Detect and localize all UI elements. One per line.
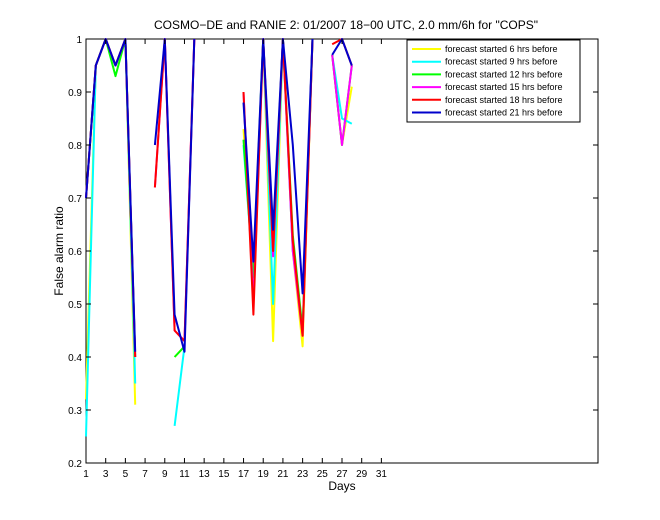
x-tick-label: 31	[376, 469, 388, 480]
y-tick-label: 0.8	[68, 141, 82, 152]
x-tick-label: 29	[356, 469, 368, 480]
series-layer	[85, 38, 353, 437]
y-axis-label: False alarm ratio	[52, 206, 66, 296]
x-axis-ticks: 1 3 5 7 9 11 13 15 17 19 21 23 25 27 29 31	[83, 39, 387, 480]
y-tick-label: 0.9	[68, 88, 82, 99]
x-tick-label: 3	[103, 469, 109, 480]
y-axis-ticks: 0.2 0.3 0.4 0.5 0.6 0.7 0.8 0.9 1	[68, 35, 598, 470]
x-tick-label: 19	[258, 469, 270, 480]
legend-label-4: forecast started 15 hrs before	[445, 82, 563, 92]
x-tick-label: 1	[83, 469, 89, 480]
y-tick-label: 0.4	[68, 353, 82, 364]
series-line-3	[85, 38, 353, 358]
y-tick-label: 1	[76, 35, 82, 46]
y-tick-label: 0.2	[68, 459, 82, 470]
legend-label-3: forecast started 12 hrs before	[445, 69, 563, 79]
legend-label-1: forecast started 6 hrs before	[445, 44, 558, 54]
x-tick-label: 7	[142, 469, 148, 480]
chart-title: COSMO−DE and RANIE 2: 01/2007 18−00 UTC,…	[154, 18, 538, 32]
x-tick-label: 15	[218, 469, 230, 480]
y-tick-label: 0.5	[68, 300, 82, 311]
y-tick-label: 0.7	[68, 194, 82, 205]
legend: forecast started 6 hrs before forecast st…	[406, 39, 581, 123]
series-line-6	[85, 38, 353, 353]
x-tick-label: 25	[317, 469, 329, 480]
legend-label-5: forecast started 18 hrs before	[445, 95, 563, 105]
x-tick-label: 27	[336, 469, 348, 480]
y-tick-label: 0.6	[68, 247, 82, 258]
x-tick-label: 21	[277, 469, 289, 480]
x-tick-label: 13	[199, 469, 211, 480]
x-tick-label: 17	[238, 469, 250, 480]
x-tick-label: 23	[297, 469, 309, 480]
x-tick-label: 11	[179, 469, 190, 480]
x-axis-label: Days	[328, 479, 355, 493]
legend-label-2: forecast started 9 hrs before	[445, 57, 558, 67]
x-tick-label: 5	[123, 469, 129, 480]
legend-label-6: forecast started 21 hrs before	[445, 108, 563, 118]
legend-box	[406, 39, 581, 123]
x-tick-label: 9	[162, 469, 168, 480]
y-tick-label: 0.3	[68, 406, 82, 417]
